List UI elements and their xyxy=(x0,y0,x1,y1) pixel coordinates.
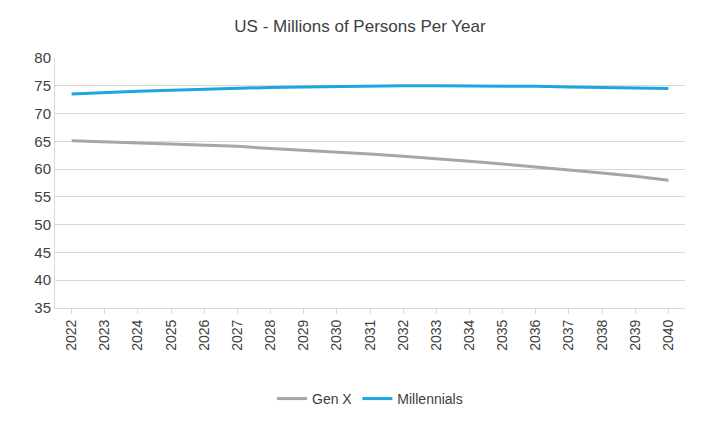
svg-text:65: 65 xyxy=(34,133,51,150)
svg-text:2035: 2035 xyxy=(494,319,510,350)
svg-text:70: 70 xyxy=(34,105,51,122)
svg-text:2034: 2034 xyxy=(461,319,477,350)
svg-text:Gen X: Gen X xyxy=(312,391,352,407)
svg-text:35: 35 xyxy=(34,299,51,316)
svg-text:Millennials: Millennials xyxy=(397,391,462,407)
svg-text:2023: 2023 xyxy=(96,319,112,350)
svg-text:40: 40 xyxy=(34,271,51,288)
svg-text:2026: 2026 xyxy=(196,319,212,350)
svg-text:2028: 2028 xyxy=(262,319,278,350)
svg-text:2025: 2025 xyxy=(163,319,179,350)
svg-text:75: 75 xyxy=(34,77,51,94)
svg-text:55: 55 xyxy=(34,188,51,205)
svg-text:80: 80 xyxy=(34,49,51,66)
svg-text:2027: 2027 xyxy=(229,319,245,350)
svg-text:2040: 2040 xyxy=(660,319,676,350)
svg-text:2033: 2033 xyxy=(428,319,444,350)
svg-text:2037: 2037 xyxy=(561,319,577,350)
svg-text:2031: 2031 xyxy=(362,319,378,350)
svg-text:2038: 2038 xyxy=(594,319,610,350)
svg-text:45: 45 xyxy=(34,244,51,261)
svg-text:2030: 2030 xyxy=(328,319,344,350)
svg-text:2036: 2036 xyxy=(527,319,543,350)
svg-text:2029: 2029 xyxy=(295,319,311,350)
svg-text:50: 50 xyxy=(34,216,51,233)
svg-text:US - Millions of Persons Per Y: US - Millions of Persons Per Year xyxy=(234,17,486,36)
svg-text:2024: 2024 xyxy=(129,319,145,350)
svg-text:60: 60 xyxy=(34,160,51,177)
svg-text:2022: 2022 xyxy=(63,319,79,350)
svg-text:2039: 2039 xyxy=(627,319,643,350)
svg-text:2032: 2032 xyxy=(395,319,411,350)
